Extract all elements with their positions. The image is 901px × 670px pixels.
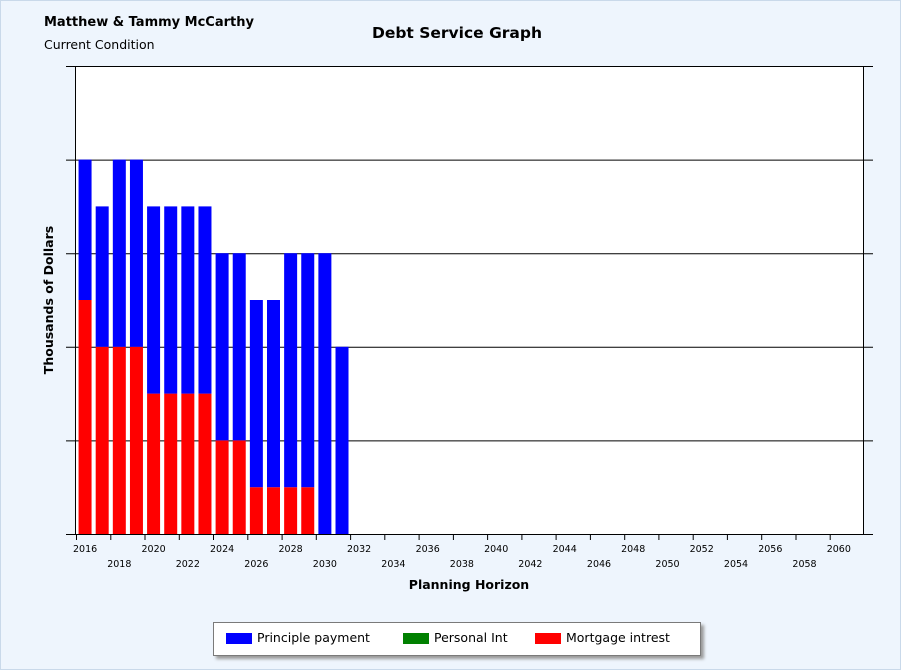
bar-principle-payment-2016 (78, 159, 92, 300)
bar-mortgage-intrest-2024 (215, 440, 229, 534)
bar-principle-payment-2029 (301, 253, 315, 488)
bar-principle-payment-2026 (249, 300, 263, 488)
bar-principle-payment-2019 (129, 159, 143, 347)
x-axis-label: Planning Horizon (409, 577, 529, 592)
x-tick-label: 2026 (244, 559, 268, 570)
x-tick-label: 2034 (381, 559, 405, 570)
bar-principle-payment-2018 (112, 159, 126, 347)
legend-swatch-personal-int (403, 633, 429, 644)
scenario-label: Current Condition (44, 37, 155, 52)
bar-principle-payment-2017 (95, 206, 109, 347)
x-tick-label: 2042 (518, 559, 542, 570)
bar-principle-payment-2022 (181, 206, 195, 394)
x-tick-label: 2050 (655, 559, 679, 570)
x-tick-label: 2054 (724, 559, 748, 570)
legend-label-principle: Principle payment (257, 630, 370, 645)
bar-principle-payment-2020 (147, 206, 161, 394)
x-tick-label: 2052 (690, 544, 714, 555)
chart-title: Debt Service Graph (371, 24, 543, 42)
x-tick-label: 2040 (484, 544, 508, 555)
bar-mortgage-intrest-2022 (181, 393, 195, 534)
client-name: Matthew & Tammy McCarthy (44, 15, 254, 30)
x-tick-label: 2046 (587, 559, 611, 570)
x-tick-label: 2044 (553, 544, 577, 555)
bar-mortgage-intrest-2021 (164, 393, 178, 534)
bar-mortgage-intrest-2019 (129, 346, 143, 534)
x-tick-label: 2024 (210, 544, 234, 555)
legend-label-mortgage: Mortgage intrest (566, 630, 670, 645)
bar-mortgage-intrest-2025 (232, 440, 246, 534)
bar-mortgage-intrest-2017 (95, 346, 109, 534)
legend-label-personal-int: Personal Int (434, 630, 508, 645)
x-tick-label: 2056 (758, 544, 782, 555)
x-tick-label: 2030 (313, 559, 337, 570)
debt-service-chart: 2016 2020 2024 2028 2032 2036 2040 2044 2048 2052… (41, 66, 873, 592)
bar-principle-payment-2023 (198, 206, 212, 394)
x-tick-label: 2016 (73, 544, 97, 555)
x-tick-label: 2036 (416, 544, 440, 555)
bar-principle-payment-2030 (318, 253, 332, 534)
bar-mortgage-intrest-2018 (112, 346, 126, 534)
bar-mortgage-intrest-2026 (249, 487, 263, 534)
axes: 2016 2020 2024 2028 2032 2036 2040 2044 2048 2052… (66, 66, 873, 570)
x-tick-label: 2032 (347, 544, 371, 555)
legend-swatch-mortgage (535, 633, 561, 644)
bar-mortgage-intrest-2028 (284, 487, 298, 534)
bar-principle-payment-2025 (232, 253, 246, 441)
bar-mortgage-intrest-2027 (267, 487, 280, 534)
y-axis-label: Thousands of Dollars (41, 226, 56, 374)
x-tick-label: 2048 (621, 544, 645, 555)
bar-mortgage-intrest-2016 (78, 300, 92, 534)
bar-principle-payment-2031 (335, 346, 349, 534)
x-tick-label: 2022 (176, 559, 200, 570)
x-tick-label: 2058 (792, 559, 816, 570)
x-tick-label: 2028 (279, 544, 303, 555)
bar-principle-payment-2024 (215, 253, 229, 441)
bars (78, 159, 349, 534)
x-tick-label: 2020 (142, 544, 166, 555)
bar-mortgage-intrest-2020 (147, 393, 161, 534)
x-tick-label: 2060 (827, 544, 851, 555)
bar-mortgage-intrest-2029 (301, 487, 315, 534)
x-tick-label: 2018 (107, 559, 131, 570)
bar-principle-payment-2028 (284, 253, 298, 488)
legend: Principle payment Personal Int Mortgage … (213, 622, 701, 656)
bar-mortgage-intrest-2023 (198, 393, 212, 534)
legend-swatch-principle (226, 633, 252, 644)
x-tick-label: 2038 (450, 559, 474, 570)
bar-principle-payment-2021 (164, 206, 178, 394)
bar-principle-payment-2027 (267, 300, 280, 488)
